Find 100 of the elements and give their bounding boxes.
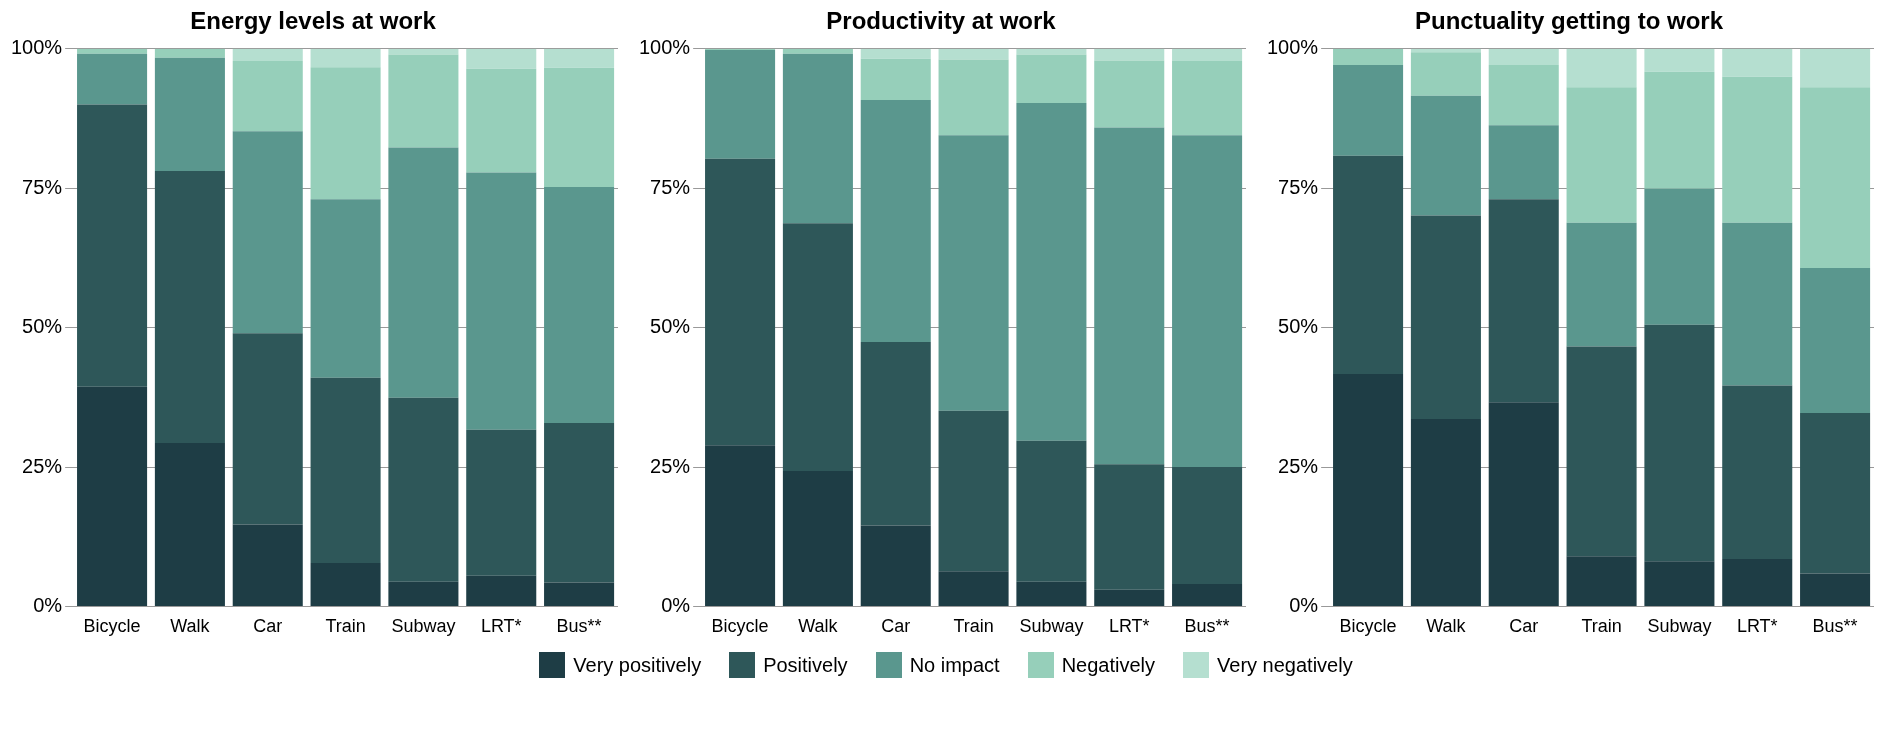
bar xyxy=(1644,324,1715,562)
x-tick-label: Train xyxy=(1581,616,1622,637)
bar xyxy=(938,59,1009,136)
bar xyxy=(1722,222,1793,386)
bar xyxy=(1016,102,1087,441)
x-tick-label: Car xyxy=(253,616,283,637)
bar xyxy=(1172,48,1243,62)
bar xyxy=(1172,135,1243,467)
chart-title: Energy levels at work xyxy=(190,7,437,35)
bar xyxy=(1410,95,1481,216)
bar xyxy=(388,147,459,398)
bar xyxy=(1016,440,1087,582)
bar xyxy=(938,135,1009,411)
bar xyxy=(1644,561,1715,606)
x-tick-label: LRT* xyxy=(1108,616,1150,637)
bar xyxy=(1488,48,1559,65)
bar xyxy=(154,443,225,606)
bar xyxy=(1800,267,1871,413)
bar xyxy=(544,67,615,188)
bar xyxy=(466,429,537,576)
x-tick-label: Subway xyxy=(1019,616,1084,637)
bar xyxy=(860,48,931,59)
bar xyxy=(1800,48,1871,88)
bar xyxy=(1488,125,1559,200)
y-tick-label: 0% xyxy=(661,593,691,616)
bar xyxy=(1094,589,1165,606)
bar xyxy=(544,582,615,606)
y-tick-label: 25% xyxy=(650,454,691,477)
legend-label: Positively xyxy=(763,653,848,677)
bar xyxy=(705,158,776,446)
bar xyxy=(466,575,537,606)
x-tick-label: Subway xyxy=(391,616,456,637)
x-tick-label: Bicycle xyxy=(711,616,769,637)
bar xyxy=(705,49,776,159)
y-tick-label: 50% xyxy=(1278,315,1319,338)
bar xyxy=(782,223,853,471)
bar xyxy=(860,342,931,526)
bar xyxy=(544,187,615,423)
bar xyxy=(860,100,931,343)
legend-label: Negatively xyxy=(1061,653,1156,677)
bar xyxy=(1644,71,1715,189)
bar xyxy=(1410,215,1481,420)
bar xyxy=(782,53,853,224)
bar xyxy=(388,48,459,55)
bar xyxy=(1094,464,1165,590)
bar xyxy=(232,48,303,62)
bar xyxy=(1722,48,1793,77)
bar xyxy=(1566,556,1637,606)
bar xyxy=(938,571,1009,606)
bar xyxy=(1722,76,1793,223)
x-tick-label: Walk xyxy=(170,616,211,637)
bar xyxy=(1644,48,1715,72)
x-tick-label: LRT* xyxy=(1736,616,1778,637)
bar xyxy=(466,172,537,430)
bar xyxy=(705,445,776,606)
bar xyxy=(466,48,537,69)
bar xyxy=(310,67,381,200)
bar xyxy=(1410,52,1481,96)
bar xyxy=(544,422,615,583)
y-tick-label: 100% xyxy=(11,36,63,59)
bar xyxy=(388,397,459,582)
bar xyxy=(1488,199,1559,403)
x-tick-label: Train xyxy=(325,616,366,637)
bar xyxy=(1722,559,1793,606)
bar xyxy=(154,48,225,58)
chart-title: Productivity at work xyxy=(826,7,1057,35)
bar xyxy=(1172,61,1243,136)
bar xyxy=(154,170,225,444)
y-tick-label: 50% xyxy=(650,315,691,338)
bar xyxy=(782,48,853,54)
bar xyxy=(232,131,303,334)
bar xyxy=(77,104,148,387)
bar xyxy=(860,58,931,101)
y-tick-label: 75% xyxy=(650,175,691,198)
y-tick-label: 100% xyxy=(639,36,691,59)
legend-label: Very positively xyxy=(573,653,702,677)
bar xyxy=(1566,346,1637,557)
x-tick-label: Car xyxy=(881,616,911,637)
legend-label: No impact xyxy=(909,653,1000,677)
y-tick-label: 50% xyxy=(22,315,63,338)
bar xyxy=(310,562,381,606)
bar xyxy=(1333,373,1404,606)
bar xyxy=(1016,48,1087,55)
bar xyxy=(1333,155,1404,374)
bar xyxy=(310,48,381,68)
bar xyxy=(154,57,225,171)
bar xyxy=(1722,385,1793,559)
x-tick-label: Bicycle xyxy=(83,616,141,637)
bar xyxy=(544,48,615,68)
bar xyxy=(1488,402,1559,606)
bar xyxy=(232,333,303,525)
x-tick-label: Subway xyxy=(1647,616,1712,637)
bar xyxy=(232,524,303,606)
bar xyxy=(310,199,381,378)
x-tick-label: Walk xyxy=(798,616,839,637)
bar xyxy=(1800,573,1871,606)
bar xyxy=(1333,48,1404,65)
bar xyxy=(1410,48,1481,53)
y-tick-label: 75% xyxy=(1278,175,1319,198)
bar xyxy=(1333,64,1404,156)
